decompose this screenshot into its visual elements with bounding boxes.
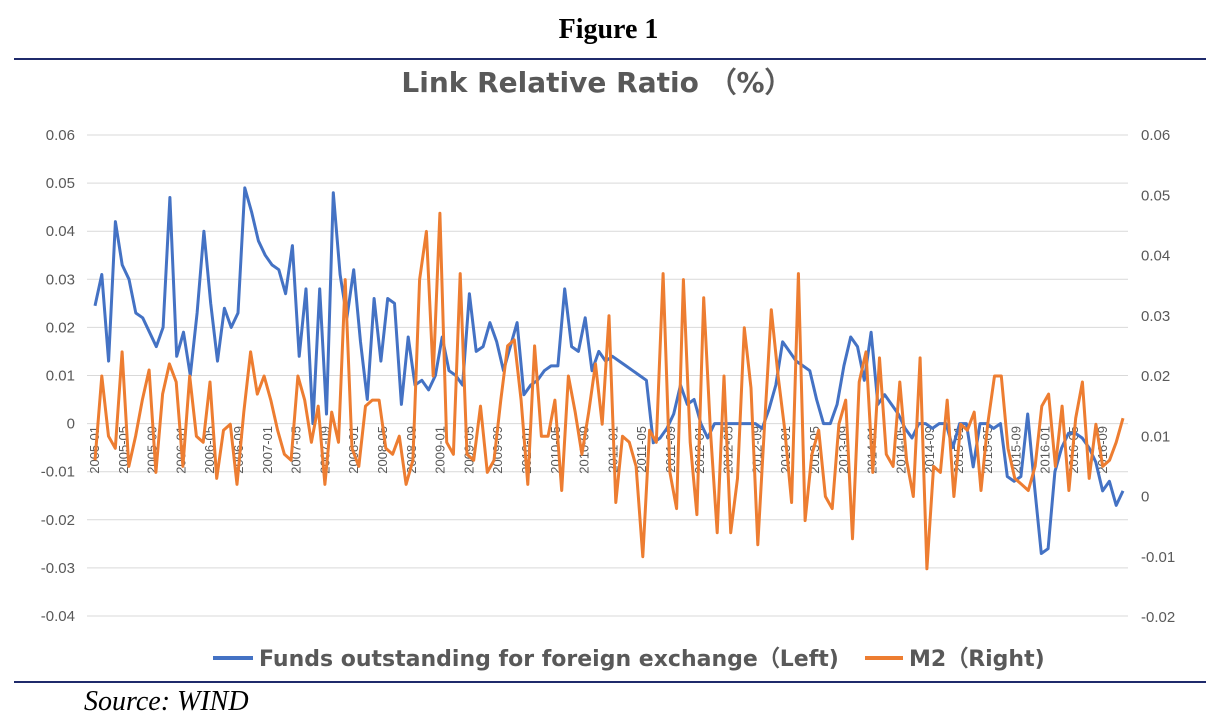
x-tick-label: 2009-01 [433,426,448,474]
right-tick-label: 0.02 [1141,368,1170,385]
source-note: Source: WIND [84,686,249,717]
right-tick-label: -0.02 [1141,609,1175,626]
series-lines [93,186,1125,571]
right-tick-label: 0.04 [1141,248,1170,265]
left-tick-label: 0.05 [46,175,75,192]
x-tick-label: 2016-01 [1037,426,1052,474]
left-tick-label: 0.06 [46,127,75,144]
right-tick-label: 0.05 [1141,187,1170,204]
right-tick-label: 0.03 [1141,308,1170,325]
left-tick-label: 0 [67,416,75,433]
top-rule [14,58,1206,60]
right-tick-label: -0.01 [1141,549,1175,566]
left-axis: 0.06 0.05 0.04 0.03 0.02 0.01 0 -0.01 -0.02 -0.03… [41,127,75,625]
x-tick-label: 2007-01 [260,426,275,474]
bottom-rule [14,681,1206,683]
left-tick-label: 0.01 [46,368,75,385]
figure-label: Figure 1 [558,14,659,45]
left-tick-label: 0.03 [46,271,75,288]
left-tick-label: 0.04 [46,223,75,240]
right-tick-label: 0.06 [1141,127,1170,144]
x-tick-label: 2014-09 [922,426,937,474]
left-tick-label: -0.02 [41,512,75,529]
chart-title: Link Relative Ratio （%） [401,66,792,99]
legend-label-2: M2（Right) [909,647,1045,672]
left-tick-label: -0.04 [41,608,75,625]
left-tick-label: -0.03 [41,560,75,577]
right-tick-label: 0.01 [1141,428,1170,445]
legend: Funds outstanding for foreign exchange（L… [213,647,1045,672]
right-tick-label: 0 [1141,489,1149,506]
series-line-2 [93,211,1125,571]
x-tick-label: 2011-05 [634,426,649,473]
gridlines [87,134,1128,617]
x-tick-label: 2008-05 [375,426,390,474]
right-axis: 0.06 0.05 0.04 0.03 0.02 0.01 0 -0.01 -0.02 [1141,127,1175,626]
left-tick-label: 0.02 [46,319,75,336]
left-tick-label: -0.01 [41,464,75,481]
line-chart: Link Relative Ratio （%） 0.06 0.05 0.04 0.03… [41,66,1175,672]
legend-label-1: Funds outstanding for foreign exchange（L… [259,647,839,672]
